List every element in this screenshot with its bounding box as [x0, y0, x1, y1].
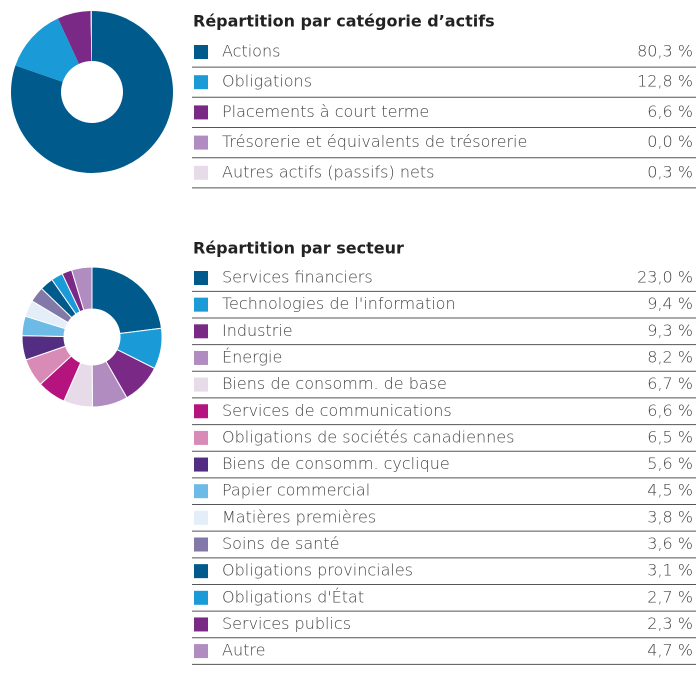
category-label: Services financiers — [222, 268, 373, 287]
value-label: 9,4 % — [647, 294, 693, 313]
value-label: 6,5 % — [647, 427, 693, 446]
category-label: Obligations de sociétés canadiennes — [222, 427, 514, 446]
value-label: 2,3 % — [647, 614, 693, 633]
legend-swatch — [194, 564, 208, 579]
legend-swatch — [194, 135, 208, 150]
category-label: Énergie — [222, 347, 282, 366]
donut-slice — [11, 11, 174, 173]
legend-swatch — [194, 324, 208, 339]
legend-swatch — [194, 484, 208, 499]
category-label: Trésorerie et équivalents de trésorerie — [222, 132, 527, 151]
category-label: Obligations d'État — [222, 587, 364, 606]
value-label: 8,2 % — [647, 347, 693, 366]
value-label: 2,7 % — [647, 587, 693, 606]
category-label: Biens de consomm. de base — [222, 374, 447, 393]
donut-slice — [15, 18, 79, 82]
value-label: 9,3 % — [647, 321, 693, 340]
value-label: 6,7 % — [647, 374, 693, 393]
category-label: Industrie — [222, 321, 293, 340]
value-label: 4,5 % — [647, 481, 693, 500]
donut-slice — [91, 266, 163, 335]
legend-swatch — [194, 537, 208, 552]
category-label: Technologies de l'information — [222, 294, 456, 313]
category-label: Autres actifs (passifs) nets — [222, 162, 434, 181]
donut-slice — [90, 11, 92, 62]
legend-swatch — [194, 297, 208, 312]
legend-swatch — [194, 510, 208, 525]
category-label: Placements à court terme — [222, 102, 429, 121]
value-label: 3,6 % — [647, 534, 693, 553]
value-label: 0,0 % — [647, 132, 693, 151]
value-label: 3,1 % — [647, 561, 693, 580]
legend-swatch — [194, 430, 208, 445]
legend-swatch — [194, 590, 208, 605]
legend-swatch — [194, 404, 208, 419]
value-label: 5,6 % — [647, 454, 693, 473]
value-label: 80,3 % — [637, 42, 693, 61]
value-label: 6,6 % — [647, 401, 693, 420]
legend-swatch — [194, 75, 208, 90]
value-label: 0,3 % — [647, 162, 693, 181]
legend-swatch — [194, 644, 208, 659]
category-label: Soins de santé — [222, 534, 339, 553]
legend-swatch — [194, 377, 208, 392]
category-label: Actions — [222, 42, 280, 61]
category-label: Matières premières — [222, 507, 376, 526]
legend-swatch — [194, 165, 208, 180]
category-label: Obligations — [222, 72, 312, 91]
legend-swatch — [194, 271, 208, 285]
category-label: Biens de consomm. cyclique — [222, 454, 450, 473]
value-label: 23,0 % — [637, 268, 693, 287]
category-label: Autre — [222, 641, 265, 660]
section-title: Répartition par secteur — [193, 239, 404, 258]
category-label: Services de communications — [222, 401, 452, 420]
value-label: 6,6 % — [647, 102, 693, 121]
value-label: 12,8 % — [637, 72, 693, 91]
legend-swatch — [194, 617, 208, 632]
category-label: Obligations provinciales — [222, 561, 413, 580]
value-label: 4,7 % — [647, 641, 693, 660]
value-label: 3,8 % — [647, 507, 693, 526]
legend-swatch — [194, 105, 208, 120]
donut-slice — [57, 11, 92, 64]
donut-slice — [71, 266, 93, 311]
legend-swatch — [194, 350, 208, 365]
legend-swatch — [194, 457, 208, 472]
legend-swatch — [194, 45, 208, 59]
section-title: Répartition par catégorie d’actifs — [193, 12, 495, 31]
category-label: Services publics — [222, 614, 351, 633]
category-label: Papier commercial — [222, 481, 370, 500]
